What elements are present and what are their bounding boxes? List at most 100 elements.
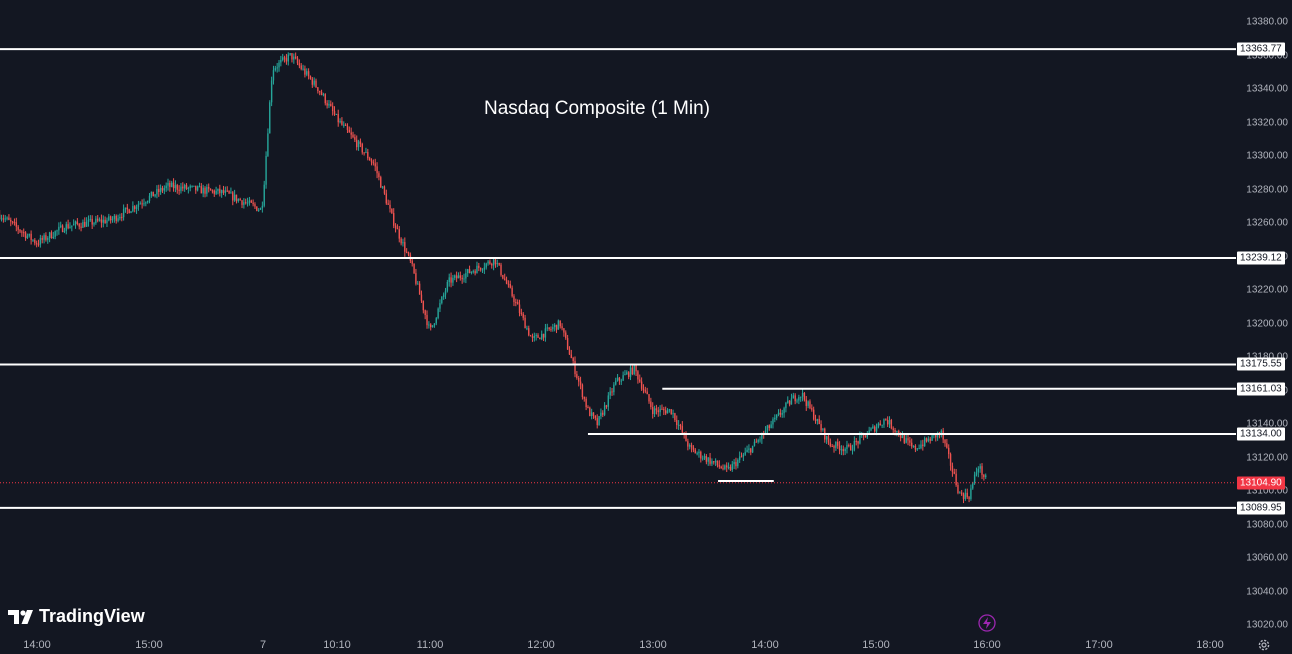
- candle-body: [122, 209, 125, 218]
- candle-body: [829, 442, 832, 447]
- candle-body: [975, 472, 978, 475]
- candle-body: [674, 413, 676, 420]
- candle-body: [707, 457, 709, 462]
- candle-body: [319, 91, 321, 93]
- candle-body: [903, 435, 906, 443]
- candle-body: [657, 410, 659, 413]
- candle-body: [805, 399, 807, 406]
- candle-body: [542, 333, 545, 338]
- lightning-icon[interactable]: [978, 614, 996, 632]
- price-axis[interactable]: 13380.0013360.0013340.0013320.0013300.00…: [1236, 0, 1292, 636]
- candle-body: [370, 160, 373, 163]
- candle-body: [158, 189, 160, 193]
- candle-body: [0, 218, 3, 220]
- candle-body: [524, 317, 526, 329]
- candles: [0, 52, 987, 504]
- candle-body: [794, 395, 796, 402]
- candle-body: [622, 375, 624, 381]
- candle-body: [740, 456, 743, 458]
- time-axis[interactable]: 14:00 15:00 7 10:10 11:00 12:00 13:00 14:00 15:0…: [0, 636, 1236, 654]
- candle-body: [679, 424, 682, 427]
- candle-body: [381, 186, 384, 188]
- candle-body: [737, 459, 739, 467]
- candle-body: [870, 428, 872, 431]
- candle-body: [594, 415, 597, 419]
- candle-body: [32, 239, 34, 241]
- candle-body: [600, 412, 602, 417]
- candle-body: [579, 381, 582, 385]
- candle-body: [450, 277, 452, 283]
- x-tick-label: 12:00: [527, 639, 555, 651]
- candle-body: [890, 419, 893, 429]
- candle-body: [476, 265, 478, 274]
- candle-body: [433, 323, 436, 326]
- level-price-badge: 13089.95: [1237, 501, 1285, 515]
- candle-body: [206, 187, 208, 194]
- candle-body: [616, 377, 619, 381]
- candle-body: [448, 277, 450, 282]
- candle-body: [232, 192, 234, 201]
- candle-body: [344, 124, 347, 126]
- candle-body: [972, 482, 974, 489]
- candle-body: [300, 65, 302, 70]
- candle-body: [846, 445, 848, 449]
- candle-body: [812, 409, 815, 420]
- tradingview-logo[interactable]: TradingView: [8, 606, 145, 627]
- candle-body: [668, 409, 671, 411]
- candle-body: [563, 328, 565, 333]
- candle-body: [280, 59, 282, 63]
- candle-body: [315, 80, 317, 88]
- candle-body: [368, 158, 371, 161]
- candle-body: [442, 294, 445, 297]
- candle-body: [39, 238, 42, 245]
- candle-body: [41, 238, 43, 240]
- candle-body: [927, 438, 930, 442]
- candle-body: [200, 186, 203, 194]
- candle-body: [800, 396, 802, 398]
- candle-body: [713, 461, 715, 463]
- y-tick-label: 13320.00: [1246, 117, 1288, 128]
- chart-area[interactable]: Nasdaq Composite (1 Min) TradingView: [0, 0, 1236, 636]
- candle-body: [491, 263, 493, 266]
- candle-body: [814, 419, 817, 421]
- candle-body: [840, 449, 843, 451]
- x-tick-label: 7: [259, 639, 267, 651]
- candle-body: [831, 446, 833, 448]
- candle-body: [193, 185, 195, 187]
- candle-body: [607, 395, 610, 407]
- candle-body: [598, 416, 600, 426]
- candle-body: [106, 220, 108, 224]
- candle-body: [633, 365, 635, 375]
- y-tick-label: 13060.00: [1246, 552, 1288, 564]
- candle-body: [733, 461, 735, 465]
- candle-body: [415, 273, 417, 284]
- candle-body: [544, 328, 547, 338]
- candle-body: [385, 193, 388, 204]
- candle-body: [618, 377, 621, 381]
- y-tick-label: 13120.00: [1246, 452, 1288, 463]
- candle-body: [387, 203, 389, 205]
- candle-body: [132, 206, 134, 212]
- candle-body: [816, 418, 819, 421]
- candle-body: [237, 198, 240, 202]
- candle-body: [866, 434, 869, 438]
- candle-body: [655, 408, 658, 411]
- candle-body: [172, 182, 175, 189]
- candle-body: [374, 163, 376, 167]
- candle-body: [128, 209, 130, 214]
- candle-body: [631, 367, 634, 375]
- candle-body: [533, 335, 536, 338]
- candle-body: [30, 233, 32, 240]
- candle-body: [877, 423, 880, 428]
- candle-body: [494, 259, 497, 265]
- candle-body: [302, 68, 304, 70]
- candle-body: [735, 461, 737, 467]
- candle-body: [398, 229, 400, 239]
- gear-icon[interactable]: [1257, 638, 1271, 652]
- candle-body: [215, 190, 217, 194]
- candle-body: [609, 391, 611, 396]
- candle-body: [333, 111, 336, 115]
- y-tick-label: 13140.00: [1246, 418, 1288, 430]
- candle-body: [134, 206, 136, 209]
- candle-body: [455, 275, 458, 279]
